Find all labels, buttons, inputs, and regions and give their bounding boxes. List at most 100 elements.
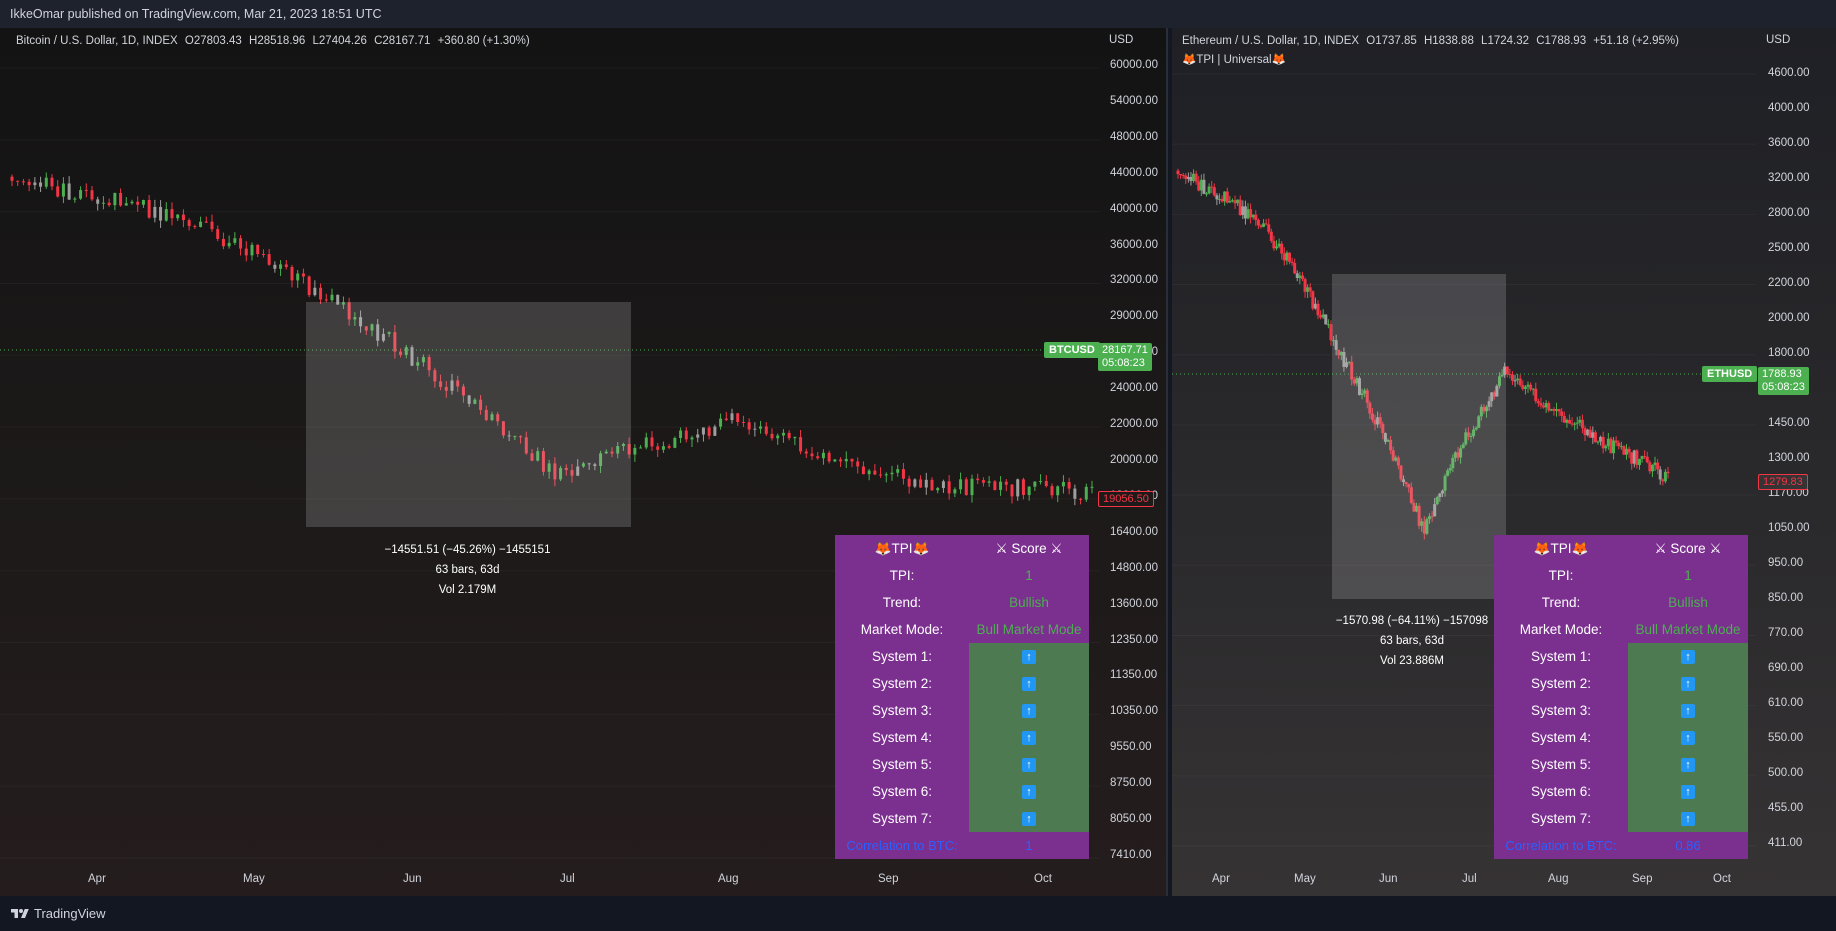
candle-body <box>330 294 334 301</box>
up-arrow-icon: ↑ <box>1681 757 1695 772</box>
eth-price-tick: 2800.00 <box>1768 207 1810 219</box>
candle-body <box>84 190 88 192</box>
eth-price-tick: 1800.00 <box>1768 347 1810 359</box>
candle-body <box>1298 275 1302 278</box>
candle-body <box>936 488 940 491</box>
eth-indicator-label[interactable]: 🦊TPI | Universal🦊 <box>1182 54 1286 66</box>
candle-body <box>307 276 311 296</box>
candle-body <box>1061 482 1065 487</box>
candle-body <box>10 176 14 181</box>
candle-body <box>1308 287 1312 292</box>
candle-body <box>1324 314 1328 325</box>
candle-body <box>1420 521 1424 526</box>
candle-body <box>187 220 191 227</box>
candle-body <box>987 481 991 483</box>
candle-body <box>1534 388 1538 402</box>
candle-body <box>1259 225 1263 227</box>
eth-chart-pane[interactable]: Ethereum / U.S. Dollar, 1D, INDEX O1737.… <box>1172 28 1836 896</box>
candle-body <box>1479 406 1483 417</box>
candle-body <box>787 432 791 439</box>
eth-system-2-label: System 2: <box>1494 670 1628 697</box>
candle-body <box>153 206 157 218</box>
candle-body <box>421 357 425 363</box>
candle-body <box>1021 479 1025 496</box>
candle-body <box>1267 224 1271 232</box>
eth-change: +51.18 (+2.95%) <box>1593 35 1679 47</box>
btc-candles[interactable] <box>0 28 1168 896</box>
candle-body <box>736 413 740 423</box>
btc-price-tick: 11350.00 <box>1110 669 1158 682</box>
candle-body <box>1557 409 1561 412</box>
btc-system-1-signal: ↑ <box>969 643 1089 670</box>
candle-body <box>513 436 517 438</box>
candle-body <box>599 453 603 466</box>
candle-body <box>1360 393 1364 396</box>
btc-close: C28167.71 <box>374 35 431 47</box>
candle-body <box>604 451 608 454</box>
candle-body <box>541 451 545 472</box>
candle-body <box>96 199 100 204</box>
candle-body <box>33 182 37 186</box>
candle-body <box>1223 191 1227 202</box>
eth-time-tick: Oct <box>1713 873 1731 885</box>
candle-body <box>1407 484 1411 488</box>
candle-body <box>1529 384 1533 390</box>
candle-body <box>1306 287 1310 292</box>
eth-price-tick: 610.00 <box>1768 697 1804 709</box>
tradingview-logo[interactable]: TradingView <box>10 906 106 921</box>
candle-body <box>1656 462 1660 470</box>
candle-body <box>107 202 111 206</box>
candle-body <box>753 428 757 430</box>
candle-body <box>741 422 745 424</box>
eth-system-5-signal: ↑ <box>1628 751 1748 778</box>
candle-body <box>1394 457 1398 461</box>
candle-body <box>1637 459 1641 465</box>
eth-system-3-signal: ↑ <box>1628 697 1748 724</box>
btc-chart-pane[interactable]: Bitcoin / U.S. Dollar, 1D, INDEX O27803.… <box>0 28 1168 896</box>
candle-body <box>136 201 140 205</box>
btc-measure-change: −14551.51 (−45.26%) −1455151 <box>384 544 551 556</box>
candle-body <box>1368 402 1372 414</box>
up-arrow-icon: ↑ <box>1681 676 1695 691</box>
candle-body <box>1547 403 1551 411</box>
btc-price-tick: 22000.00 <box>1110 418 1158 431</box>
candle-body <box>1663 471 1667 482</box>
candle-body <box>1567 419 1571 424</box>
candle-body <box>1342 352 1346 367</box>
candle-body <box>564 467 568 471</box>
candle-body <box>181 214 185 221</box>
candle-body <box>1230 200 1234 202</box>
candle-body <box>1225 191 1229 203</box>
eth-legend: Ethereum / U.S. Dollar, 1D, INDEX O1737.… <box>1182 35 1679 47</box>
candle-body <box>1549 409 1553 411</box>
eth-price-tick: 770.00 <box>1768 627 1804 639</box>
candle-body <box>1246 209 1250 219</box>
candle-body <box>479 399 483 410</box>
btc-price-tick: 29000.00 <box>1110 310 1158 323</box>
candle-body <box>1440 490 1444 494</box>
candle-body <box>1601 436 1605 449</box>
candle-body <box>227 242 231 247</box>
eth-price-tick: 3200.00 <box>1768 172 1810 184</box>
candle-body <box>501 421 505 436</box>
btc-legend-title: Bitcoin / U.S. Dollar, 1D, INDEX <box>16 35 178 47</box>
eth-open: O1737.85 <box>1366 35 1417 47</box>
candle-body <box>1179 174 1183 176</box>
candle-body <box>433 370 437 382</box>
candle-body <box>1658 469 1662 480</box>
candle-body <box>1243 206 1247 219</box>
candle-body <box>1505 366 1509 375</box>
eth-system-6-label: System 6: <box>1494 778 1628 805</box>
candle-body <box>364 326 368 331</box>
candle-body <box>1050 486 1054 496</box>
up-arrow-icon: ↑ <box>1681 730 1695 745</box>
candle-body <box>747 422 751 430</box>
tradingview-logo-icon <box>11 908 29 918</box>
candle-body <box>1090 486 1094 488</box>
candle-body <box>1027 486 1031 496</box>
up-arrow-icon: ↑ <box>1022 730 1036 745</box>
candle-body <box>1347 361 1351 363</box>
btc-price-tick: 12350.00 <box>1110 633 1158 646</box>
btc-last-price-tag: 28167.71 05:08:23 <box>1098 343 1152 371</box>
candle-body <box>799 437 803 452</box>
